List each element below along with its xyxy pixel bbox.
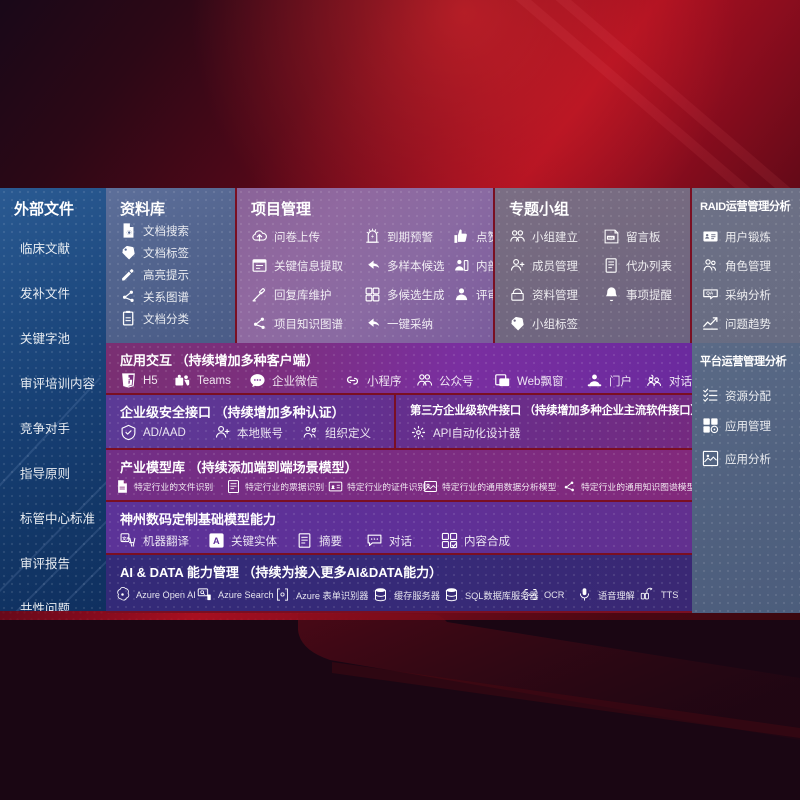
svg-text:QA: QA	[706, 291, 714, 296]
svg-text:BBS: BBS	[608, 236, 614, 240]
svg-text:A: A	[213, 536, 220, 546]
svg-text:OCR: OCR	[527, 592, 536, 597]
svg-text:文A: 文A	[122, 535, 129, 542]
